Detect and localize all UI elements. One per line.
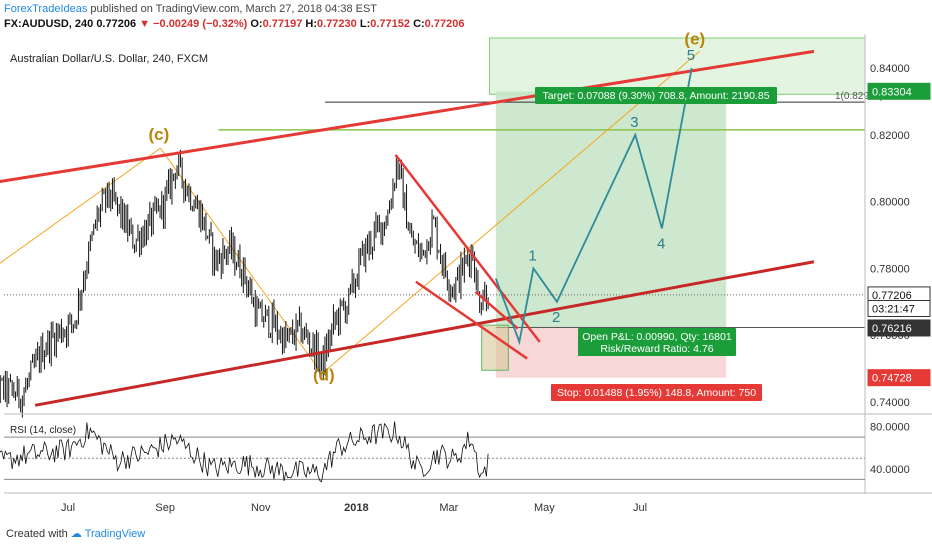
publish-info: ForexTradeIdeas published on TradingView… xyxy=(4,3,377,15)
rsi-y-tick-1: 80.0000 xyxy=(870,422,910,434)
price-tag-4: 0.74728 xyxy=(872,373,912,385)
down-triangle-icon: ▼ xyxy=(139,18,151,30)
pnl-label-line-0: Open P&L: 0.00990, Qty: 16801 xyxy=(582,331,732,343)
chart-title: Australian Dollar/U.S. Dollar, 240, FXCM xyxy=(10,53,208,65)
x-tick-6: Jul xyxy=(633,502,647,514)
orange-line-0 xyxy=(0,147,161,264)
symbol-ohlc-bar: FX:AUDUSD, 240 0.77206 ▼ −0.00249 (−0.32… xyxy=(4,18,464,30)
price-tag-0: 0.83304 xyxy=(872,86,912,98)
x-tick-3: 2018 xyxy=(344,502,368,514)
wave-label-2: 2 xyxy=(552,309,560,326)
low-label: L: xyxy=(359,18,371,30)
wave-label-d: (d) xyxy=(313,365,335,384)
published-text: published on TradingView.com, March 27, … xyxy=(90,3,378,15)
orange-line-2 xyxy=(321,50,700,374)
y-tick-0: 0.74000 xyxy=(870,397,910,409)
open-label: O: xyxy=(250,18,263,30)
close-label: C: xyxy=(413,18,425,30)
price-tag-2: 03:21:47 xyxy=(872,303,915,315)
price-tag-3: 0.76216 xyxy=(872,323,912,335)
x-tick-4: Mar xyxy=(439,502,458,514)
fib-level-label: 1(0.82989) xyxy=(835,91,883,102)
rsi-line xyxy=(0,421,489,483)
pnl-label-line-1: Risk/Reward Ratio: 4.76 xyxy=(600,343,713,355)
price-change: −0.00249 (−0.32%) xyxy=(153,18,248,30)
trend-line-4 xyxy=(474,290,519,330)
outer-target-zone xyxy=(489,37,866,95)
symbol-label: FX:AUDUSD, 240 xyxy=(4,18,94,30)
wave-label-e: (e) xyxy=(684,30,705,49)
wave-label-5: 5 xyxy=(687,47,695,64)
wave-projection-path xyxy=(494,67,693,346)
price-tag-box-4 xyxy=(867,369,931,387)
x-tick-1: Sep xyxy=(155,502,175,514)
high-label: H: xyxy=(305,18,318,30)
wave-label-1: 1 xyxy=(528,247,536,264)
open-value: 0.77197 xyxy=(262,18,303,30)
tradingview-brand[interactable]: TradingView xyxy=(84,528,146,540)
price-tag-box-0 xyxy=(867,82,931,100)
price-tag-box-2 xyxy=(867,299,931,317)
rsi-y-tick-0: 40.0000 xyxy=(870,464,910,476)
target-label-line-0: Target: 0.07088 (9.30%) 708.8, Amount: 2… xyxy=(542,90,769,102)
created-with-text: Created with xyxy=(6,528,68,540)
x-tick-0: Jul xyxy=(61,502,75,514)
candles xyxy=(0,149,489,418)
trend-line-3 xyxy=(415,280,528,360)
rsi-label: RSI (14, close) xyxy=(10,425,76,436)
close-value: 0.77206 xyxy=(424,18,465,30)
profit-zone xyxy=(495,91,727,328)
pnl-label-box xyxy=(578,328,736,356)
wave-label-c: (c) xyxy=(148,125,169,144)
footer-credit: Created with ☁ TradingView xyxy=(6,527,145,540)
y-tick-5: 0.84000 xyxy=(870,63,910,75)
price-tag-box-3 xyxy=(867,319,931,337)
tradingview-logo-icon: ☁ xyxy=(70,528,82,540)
x-tick-2: Nov xyxy=(251,502,271,514)
stop-label-box xyxy=(551,384,762,401)
orange-line-1 xyxy=(160,147,323,374)
trend-line-1 xyxy=(34,260,815,407)
entry-box xyxy=(481,324,509,371)
y-tick-4: 0.82000 xyxy=(870,130,910,142)
target-label-box xyxy=(535,87,777,104)
high-value: 0.77230 xyxy=(317,18,357,30)
wave-label-4: 4 xyxy=(657,235,665,252)
price-tag-1: 0.77206 xyxy=(872,290,912,302)
publisher-name[interactable]: ForexTradeIdeas xyxy=(4,3,88,15)
low-value: 0.77152 xyxy=(370,18,410,30)
wave-label-3: 3 xyxy=(630,114,638,131)
x-tick-5: May xyxy=(534,502,555,514)
y-tick-2: 0.78000 xyxy=(870,263,910,275)
last-price: 0.77206 xyxy=(96,18,137,30)
entry-line xyxy=(495,326,865,328)
trend-line-0 xyxy=(0,49,815,184)
stop-label-line-0: Stop: 0.01488 (1.95%) 148.8, Amount: 750 xyxy=(557,387,756,399)
trend-line-2 xyxy=(394,154,541,343)
y-tick-3: 0.80000 xyxy=(870,197,910,209)
